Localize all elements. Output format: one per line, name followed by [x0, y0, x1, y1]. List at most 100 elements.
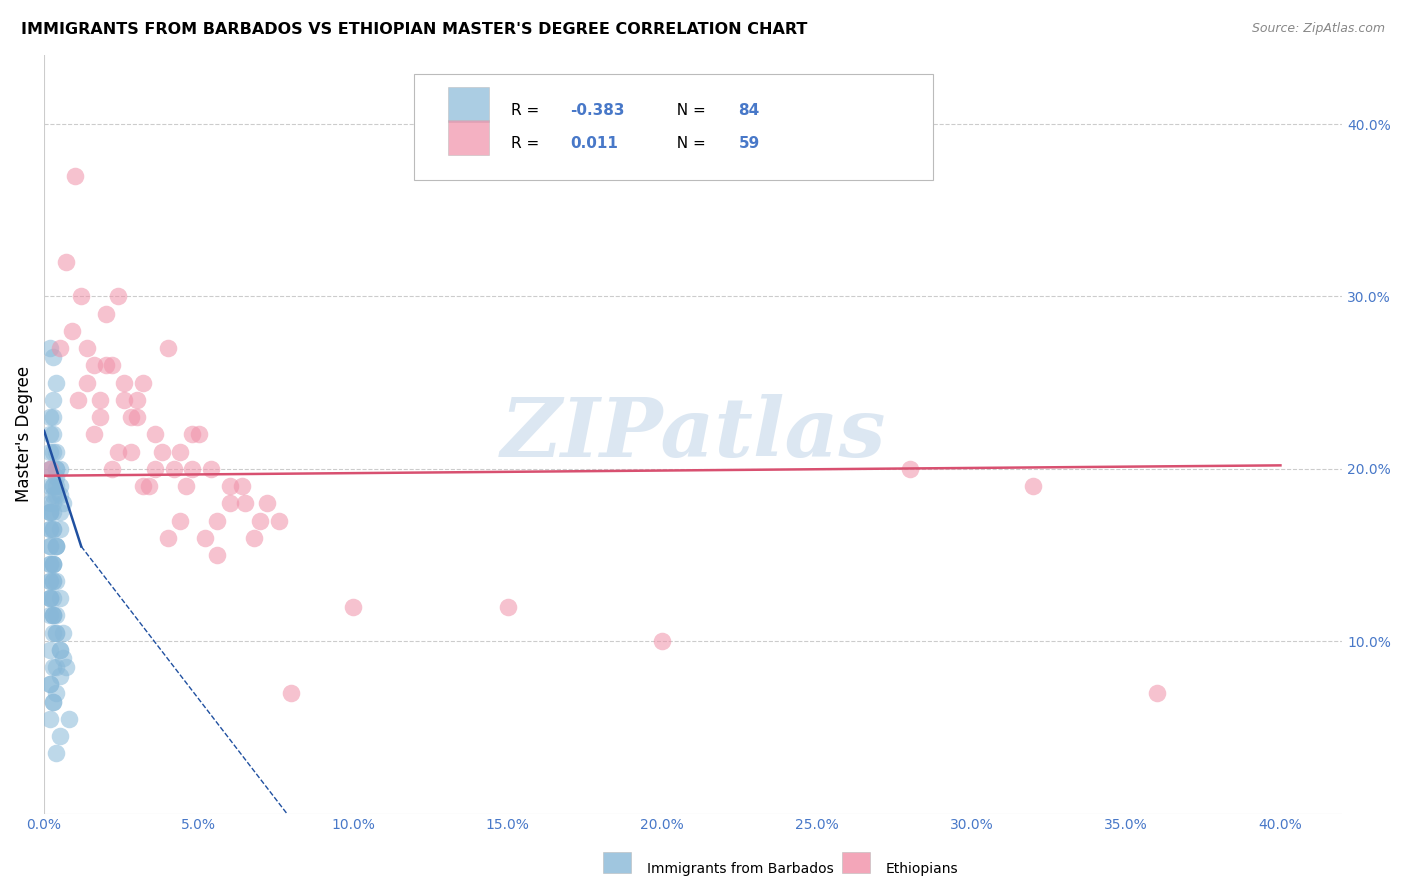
Point — [145, 462, 167, 476]
Point — [39, 462, 62, 476]
Point — [42, 660, 65, 674]
Point — [45, 462, 67, 476]
Point — [94, 307, 117, 321]
Point — [42, 625, 65, 640]
Point — [76, 376, 98, 390]
Point — [169, 444, 191, 458]
Point — [42, 557, 65, 571]
Point — [48, 488, 70, 502]
Point — [45, 540, 67, 554]
Point — [39, 522, 62, 536]
Text: Ethiopians: Ethiopians — [886, 862, 959, 876]
Point — [42, 608, 65, 623]
Point — [42, 574, 65, 588]
Point — [39, 479, 62, 493]
Point — [48, 522, 70, 536]
Point — [45, 608, 67, 623]
Point — [48, 462, 70, 476]
Point — [42, 488, 65, 502]
Point — [63, 169, 86, 183]
Point — [55, 255, 77, 269]
Point — [42, 608, 65, 623]
Point — [39, 608, 62, 623]
Point — [181, 427, 204, 442]
Point — [52, 625, 75, 640]
Point — [280, 686, 302, 700]
Point — [39, 540, 62, 554]
Point — [42, 479, 65, 493]
Point — [45, 746, 67, 760]
Point — [42, 608, 65, 623]
Point — [94, 359, 117, 373]
Point — [120, 444, 142, 458]
Point — [249, 514, 271, 528]
Point — [42, 557, 65, 571]
Point — [39, 522, 62, 536]
Point — [120, 410, 142, 425]
Y-axis label: Master's Degree: Master's Degree — [15, 367, 32, 502]
Point — [39, 712, 62, 726]
Point — [39, 557, 62, 571]
Point — [39, 574, 62, 588]
Point — [169, 514, 191, 528]
Point — [58, 712, 80, 726]
Point — [48, 642, 70, 657]
Point — [42, 557, 65, 571]
Point — [1146, 686, 1168, 700]
Point — [125, 410, 148, 425]
Point — [45, 625, 67, 640]
Point — [243, 531, 266, 545]
Text: Source: ZipAtlas.com: Source: ZipAtlas.com — [1251, 22, 1385, 36]
Point — [45, 470, 67, 484]
Text: Immigrants from Barbados: Immigrants from Barbados — [647, 862, 834, 876]
Point — [101, 359, 124, 373]
Point — [39, 410, 62, 425]
Point — [39, 574, 62, 588]
Point — [39, 462, 62, 476]
Point — [101, 462, 124, 476]
Point — [218, 496, 240, 510]
Text: 59: 59 — [738, 136, 759, 152]
Point — [205, 548, 228, 562]
Text: 84: 84 — [738, 103, 759, 118]
Text: N =: N = — [668, 136, 711, 152]
Point — [231, 479, 253, 493]
Point — [45, 479, 67, 493]
Text: N =: N = — [668, 103, 711, 118]
Point — [42, 522, 65, 536]
Point — [39, 642, 62, 657]
Point — [70, 289, 93, 303]
Point — [39, 505, 62, 519]
Text: ZIPatlas: ZIPatlas — [501, 394, 886, 475]
Point — [42, 694, 65, 708]
Point — [52, 651, 75, 665]
Point — [42, 350, 65, 364]
Point — [42, 392, 65, 407]
Point — [39, 557, 62, 571]
Point — [55, 660, 77, 674]
Point — [39, 341, 62, 355]
Point — [107, 444, 129, 458]
Point — [48, 341, 70, 355]
Point — [45, 625, 67, 640]
Point — [39, 591, 62, 605]
Point — [125, 392, 148, 407]
Point — [138, 479, 160, 493]
Point — [48, 729, 70, 743]
Point — [42, 496, 65, 510]
Point — [39, 677, 62, 691]
Point — [156, 341, 179, 355]
Text: R =: R = — [512, 103, 544, 118]
Point — [39, 427, 62, 442]
Point — [83, 359, 105, 373]
Point — [48, 642, 70, 657]
Point — [200, 462, 222, 476]
Point — [45, 444, 67, 458]
Point — [163, 462, 186, 476]
Point — [42, 505, 65, 519]
Point — [39, 496, 62, 510]
Point — [45, 686, 67, 700]
Point — [114, 392, 136, 407]
Point — [45, 462, 67, 476]
Point — [132, 479, 155, 493]
